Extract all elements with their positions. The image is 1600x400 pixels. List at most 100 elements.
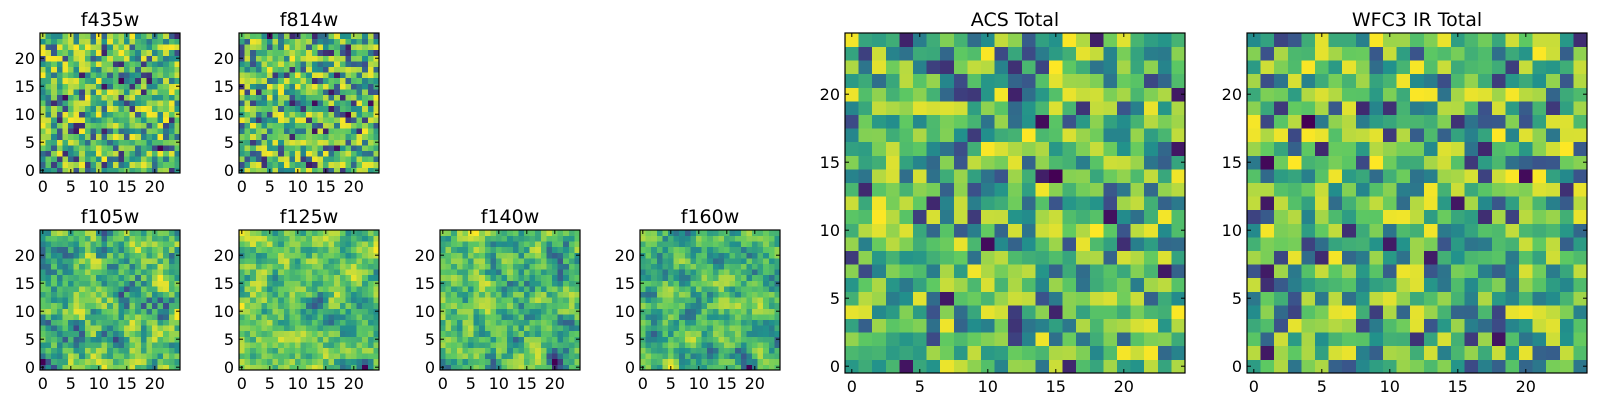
heatmap-cell xyxy=(718,291,725,298)
heatmap-cell xyxy=(1301,155,1316,170)
heatmap-cell xyxy=(1008,46,1023,61)
heatmap-cell xyxy=(124,100,130,107)
heatmap-cell xyxy=(255,342,262,348)
heatmap-cell xyxy=(651,246,658,253)
heatmap-cell xyxy=(645,230,652,236)
heatmap-cell xyxy=(913,87,927,102)
heatmap-cell xyxy=(146,161,153,168)
heatmap-cell xyxy=(289,100,296,107)
heatmap-cell xyxy=(1089,209,1104,224)
heatmap-cell xyxy=(552,274,558,281)
heatmap-cell xyxy=(124,314,130,320)
heatmap-cell xyxy=(261,336,268,343)
heatmap-cell xyxy=(462,286,469,292)
heatmap-cell xyxy=(367,297,374,304)
heatmap-cell xyxy=(752,297,758,304)
heatmap-cell xyxy=(73,100,80,107)
heatmap-cell xyxy=(1491,250,1506,265)
heatmap-cell xyxy=(295,252,301,259)
heatmap-cell xyxy=(953,345,968,360)
heatmap-cell xyxy=(718,241,725,248)
heatmap-cell xyxy=(84,100,91,107)
heatmap-cell xyxy=(1423,345,1438,360)
heatmap-cell xyxy=(261,269,268,276)
heatmap-cell xyxy=(107,117,114,123)
heatmap-cell xyxy=(940,141,955,156)
heatmap-cell xyxy=(490,302,497,309)
heatmap-cell xyxy=(255,105,262,112)
heatmap-cell xyxy=(1247,277,1261,292)
heatmap-cell xyxy=(1478,264,1493,279)
heatmap-cell xyxy=(484,241,491,248)
heatmap-cell xyxy=(479,235,486,242)
heatmap-cell xyxy=(701,319,708,326)
heatmap-cell xyxy=(1369,237,1384,251)
heatmap-cell xyxy=(774,258,781,264)
heatmap-cell xyxy=(84,167,91,174)
heatmap-cell xyxy=(96,105,102,112)
heatmap-cell xyxy=(574,297,581,304)
heatmap-cell xyxy=(289,44,296,51)
heatmap-cell xyxy=(1117,277,1131,292)
heatmap-cell xyxy=(1103,87,1118,102)
heatmap-cell xyxy=(1274,250,1289,265)
heatmap-cell xyxy=(1519,250,1533,265)
heatmap-cell xyxy=(367,330,374,337)
heatmap-cell xyxy=(135,89,142,95)
heatmap-cell xyxy=(645,252,652,259)
heatmap-cell xyxy=(239,145,245,151)
heatmap-cell xyxy=(557,286,564,292)
heatmap-cell xyxy=(1035,114,1050,129)
heatmap-cell xyxy=(1369,196,1384,211)
heatmap-cell xyxy=(701,325,708,332)
heatmap-cell xyxy=(351,55,357,62)
heatmap-cell xyxy=(684,246,691,253)
heatmap-cell xyxy=(272,55,279,62)
heatmap-cell xyxy=(317,297,324,304)
heatmap-cell xyxy=(1171,359,1186,374)
heatmap-cell xyxy=(79,111,86,118)
heatmap-cell xyxy=(295,358,301,365)
heatmap-cell xyxy=(118,319,125,326)
heatmap-cell xyxy=(101,347,108,354)
heatmap-cell xyxy=(512,230,519,236)
heatmap-cell xyxy=(56,77,63,84)
heatmap-cell xyxy=(1505,264,1520,279)
heatmap-cell xyxy=(1355,277,1370,292)
heatmap-cell xyxy=(552,302,558,309)
heatmap-cell xyxy=(345,38,352,45)
heatmap-cell xyxy=(1008,33,1023,47)
heatmap-cell xyxy=(278,241,285,248)
heatmap-cell xyxy=(345,336,352,343)
heatmap-cell xyxy=(306,55,313,62)
heatmap-cell xyxy=(1103,33,1118,47)
heatmap-cell xyxy=(718,286,725,292)
heatmap-cell xyxy=(140,308,147,315)
heatmap-cell xyxy=(323,246,329,253)
heatmap-cell xyxy=(746,269,753,276)
heatmap-cell xyxy=(51,133,58,140)
heatmap-cell xyxy=(574,342,581,348)
heatmap-cell xyxy=(62,33,69,39)
heatmap-cell xyxy=(899,291,914,306)
heatmap-cell xyxy=(373,49,380,56)
heatmap-cell xyxy=(174,241,181,248)
heatmap-cell xyxy=(351,308,357,315)
heatmap-cell xyxy=(107,156,114,163)
heatmap-cell xyxy=(981,318,995,333)
heatmap-cell xyxy=(261,156,268,163)
heatmap-cell xyxy=(1437,305,1452,319)
heatmap-cell xyxy=(690,241,697,248)
heatmap-cell xyxy=(1049,291,1063,306)
heatmap-cell xyxy=(272,258,279,264)
heatmap-cell xyxy=(507,302,514,309)
y-tick-label: 15 xyxy=(15,77,35,96)
heatmap-cell xyxy=(1383,345,1397,360)
heatmap-cell xyxy=(45,33,52,39)
heatmap-cell xyxy=(913,182,927,197)
heatmap-cell xyxy=(668,302,674,309)
heatmap-cell xyxy=(1491,196,1506,211)
heatmap-cell xyxy=(140,252,147,259)
heatmap-cell xyxy=(899,101,914,115)
